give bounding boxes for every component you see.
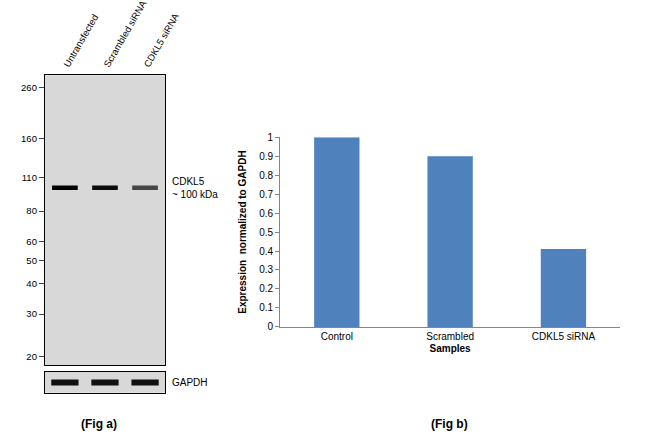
svg-text:110: 110 (22, 172, 37, 183)
svg-text:30: 30 (26, 308, 37, 319)
svg-text:50: 50 (26, 255, 37, 266)
svg-text:20: 20 (26, 351, 37, 362)
svg-text:Control: Control (321, 331, 353, 342)
svg-text:0.4: 0.4 (259, 246, 273, 257)
svg-text:Scrambled siRNA: Scrambled siRNA (101, 0, 148, 69)
svg-text:160: 160 (21, 133, 37, 144)
svg-text:1: 1 (268, 132, 274, 143)
svg-text:260: 260 (21, 82, 37, 93)
svg-text:(Fig a): (Fig a) (81, 417, 117, 431)
svg-text:0: 0 (268, 321, 274, 332)
svg-text:Samples: Samples (430, 343, 472, 354)
svg-text:CDKL5~ 100 kDa: CDKL5~ 100 kDa (172, 176, 218, 200)
svg-text:GAPDH: GAPDH (172, 377, 208, 388)
svg-text:60: 60 (26, 236, 37, 247)
svg-text:0.8: 0.8 (259, 170, 273, 181)
svg-text:0.5: 0.5 (259, 227, 273, 238)
svg-text:80: 80 (26, 205, 37, 216)
svg-text:40: 40 (26, 278, 37, 289)
svg-text:0.6: 0.6 (259, 208, 273, 219)
svg-text:0.1: 0.1 (259, 302, 273, 313)
svg-text:Expression normalized to GAPD: Expression normalized to GAPDH (237, 150, 248, 313)
svg-text:0.3: 0.3 (259, 264, 273, 275)
svg-text:CDKL5 siRNA: CDKL5 siRNA (532, 331, 596, 342)
svg-text:0.9: 0.9 (259, 151, 273, 162)
svg-text:Scrambled: Scrambled (426, 331, 474, 342)
svg-text:0.7: 0.7 (259, 189, 273, 200)
svg-text:CDKL5 siRNA: CDKL5 siRNA (141, 11, 181, 69)
svg-text:(Fig b): (Fig b) (431, 417, 468, 431)
svg-text:0.2: 0.2 (259, 283, 273, 294)
svg-text:Untransfected: Untransfected (61, 12, 100, 69)
